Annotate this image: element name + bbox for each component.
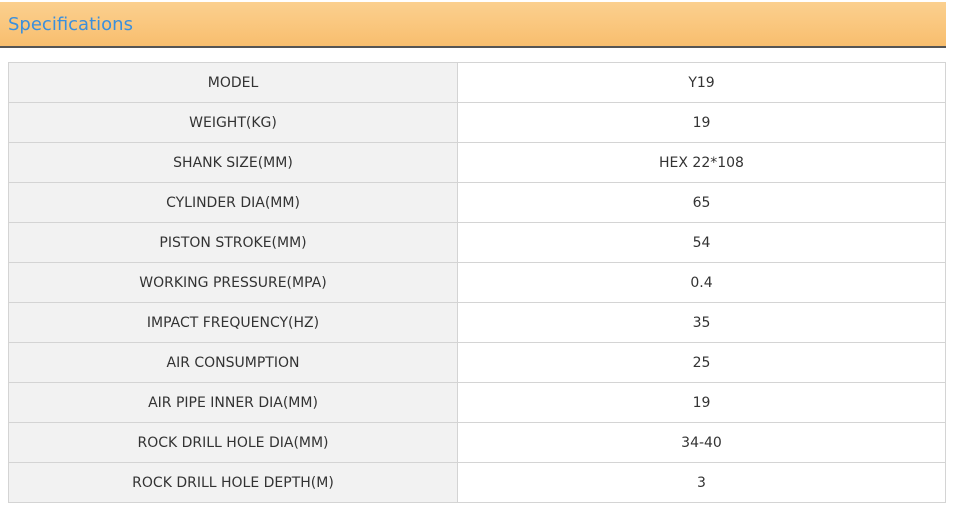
spec-label: SHANK SIZE(MM): [8, 142, 458, 183]
spec-value: 34-40: [457, 422, 946, 463]
spec-value: 54: [457, 222, 946, 263]
spec-value: 19: [457, 102, 946, 143]
spec-value: Y19: [457, 62, 946, 103]
spec-value: 35: [457, 302, 946, 343]
spec-label: MODEL: [8, 62, 458, 103]
spec-row: AIR PIPE INNER DIA(MM) 19: [8, 382, 946, 423]
spec-table-body: MODEL Y19 WEIGHT(KG) 19 SHANK SIZE(MM) HEX 22…: [8, 62, 946, 503]
spec-row: CYLINDER DIA(MM) 65: [8, 182, 946, 223]
spec-table: MODEL Y19 WEIGHT(KG) 19 SHANK SIZE(MM) HEX 22…: [8, 62, 946, 503]
spec-label: ROCK DRILL HOLE DIA(MM): [8, 422, 458, 463]
spec-label: PISTON STROKE(MM): [8, 222, 458, 263]
spec-value: 0.4: [457, 262, 946, 303]
spec-value: 65: [457, 182, 946, 223]
spec-label: WEIGHT(KG): [8, 102, 458, 143]
spec-label: IMPACT FREQUENCY(HZ): [8, 302, 458, 343]
spec-label: ROCK DRILL HOLE DEPTH(M): [8, 462, 458, 503]
spec-row: IMPACT FREQUENCY(HZ) 35: [8, 302, 946, 343]
spec-label: WORKING PRESSURE(MPA): [8, 262, 458, 303]
spec-row: MODEL Y19: [8, 62, 946, 103]
spec-value: 25: [457, 342, 946, 383]
spec-row: ROCK DRILL HOLE DEPTH(M) 3: [8, 462, 946, 503]
spec-label: AIR PIPE INNER DIA(MM): [8, 382, 458, 423]
section-title: Specifications: [8, 14, 133, 35]
spec-row: WORKING PRESSURE(MPA) 0.4: [8, 262, 946, 303]
spec-row: WEIGHT(KG) 19: [8, 102, 946, 143]
spec-label: AIR CONSUMPTION: [8, 342, 458, 383]
spec-label: CYLINDER DIA(MM): [8, 182, 458, 223]
section-header: Specifications: [0, 2, 946, 48]
spec-row: PISTON STROKE(MM) 54: [8, 222, 946, 263]
spec-row: SHANK SIZE(MM) HEX 22*108: [8, 142, 946, 183]
spec-value: 19: [457, 382, 946, 423]
spec-value: HEX 22*108: [457, 142, 946, 183]
spec-row: ROCK DRILL HOLE DIA(MM) 34-40: [8, 422, 946, 463]
spec-value: 3: [457, 462, 946, 503]
spec-row: AIR CONSUMPTION 25: [8, 342, 946, 383]
